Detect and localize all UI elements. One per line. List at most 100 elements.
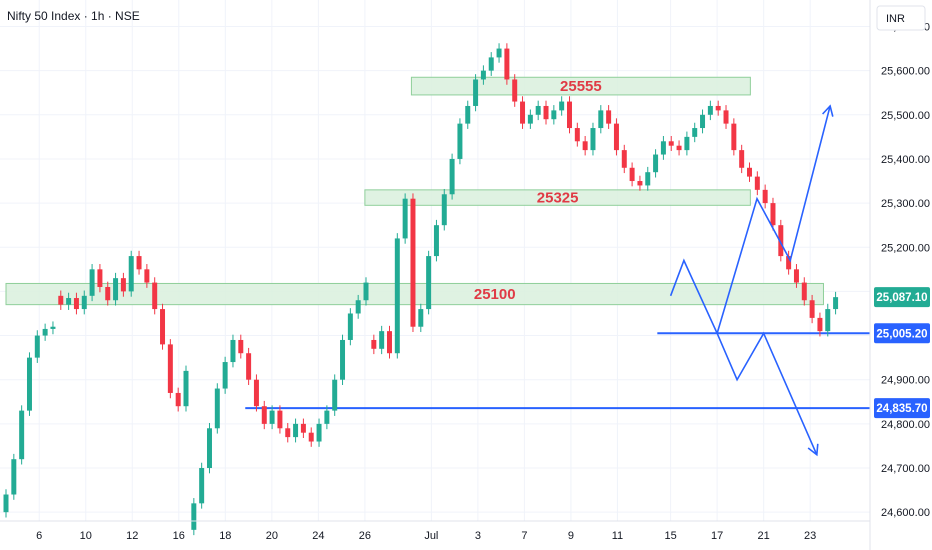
- time-tick-label: 12: [126, 530, 138, 542]
- candle-body: [637, 181, 643, 186]
- price-tag-box: [874, 323, 930, 344]
- candle-body: [582, 141, 588, 151]
- candle-body: [11, 459, 17, 495]
- candle-body: [786, 256, 792, 270]
- candle-body: [285, 428, 291, 438]
- candle-body: [527, 114, 533, 124]
- price-tags: 25,087.10 25,005.20 24,835.70: [874, 287, 930, 419]
- candle-body: [300, 423, 306, 433]
- candle-body: [551, 110, 557, 120]
- candle-body: [739, 150, 745, 168]
- chart-title: Nifty 50 Index · 1h · NSE: [7, 9, 140, 23]
- candles: [3, 43, 839, 536]
- time-tick-label: 17: [711, 530, 723, 542]
- candle-body: [332, 379, 338, 411]
- candle-body: [120, 278, 126, 292]
- candle-body: [26, 357, 32, 411]
- candle-body: [715, 105, 721, 111]
- time-tick-label: 10: [80, 530, 92, 542]
- candle-body: [50, 326, 56, 329]
- candle-body: [613, 123, 619, 151]
- candle-body: [488, 57, 494, 71]
- candle-body: [465, 105, 471, 124]
- candle-body: [347, 313, 353, 340]
- candle-body: [230, 339, 236, 363]
- candle-body: [175, 392, 181, 407]
- candle-body: [426, 256, 432, 310]
- zone-labels: 25555 25325 25100: [474, 78, 602, 303]
- candle-body: [653, 154, 659, 173]
- price-tag-label: 24,835.70: [876, 403, 927, 415]
- price-tick-label: 24,700.00: [881, 463, 930, 475]
- candle-body: [762, 189, 768, 204]
- candle-body: [520, 101, 526, 124]
- candle-body: [113, 278, 119, 301]
- price-axis[interactable]: 24,600.0024,700.0024,800.0024,900.0025,0…: [881, 21, 930, 519]
- candle-body: [449, 158, 455, 195]
- candle-body: [480, 70, 486, 80]
- price-tag-box: [874, 287, 930, 308]
- candle-body: [731, 123, 737, 151]
- candle-body: [371, 339, 377, 349]
- candle-body: [723, 110, 729, 124]
- candle-body: [543, 105, 549, 120]
- candle-body: [394, 238, 400, 354]
- candle-body: [833, 297, 839, 310]
- candle-body: [324, 410, 330, 424]
- candle-body: [167, 344, 173, 393]
- candle-body: [559, 101, 565, 111]
- candle-body: [42, 328, 48, 336]
- candle-body: [238, 339, 244, 354]
- candle-body: [191, 503, 197, 530]
- candle-body: [199, 468, 205, 504]
- time-tick-label: 9: [568, 530, 574, 542]
- candle-body: [144, 269, 150, 283]
- candle-body: [136, 256, 142, 270]
- candle-body: [496, 48, 502, 58]
- price-tick-label: 25,400.00: [881, 154, 930, 166]
- time-tick-label: 23: [804, 530, 816, 542]
- candle-body: [253, 379, 259, 407]
- candle-body: [457, 123, 463, 159]
- time-tick-label: 18: [219, 530, 231, 542]
- candle-body: [793, 269, 799, 283]
- projection-arrowhead: [807, 443, 819, 457]
- price-tick-label: 24,600.00: [881, 507, 930, 519]
- zone-box-25555: [410, 76, 751, 96]
- candle-body: [105, 286, 111, 301]
- candle-body: [770, 203, 776, 226]
- candle-body: [512, 79, 518, 102]
- candle-body: [668, 141, 674, 146]
- candle-body: [684, 136, 690, 151]
- candle-body: [222, 362, 228, 389]
- candle-body: [246, 353, 252, 380]
- time-axis[interactable]: 6 10 12 16 18 20 24 26 Jul 3 7 9 11 15 17 21 23: [36, 530, 816, 542]
- price-tick-label: 25,600.00: [881, 66, 930, 78]
- candle-body: [692, 128, 698, 137]
- time-tick-label: 16: [173, 530, 185, 542]
- candle-body: [707, 105, 713, 115]
- candle-body: [441, 194, 447, 226]
- candle-body: [293, 423, 299, 438]
- candle-body: [747, 167, 752, 177]
- candle-body: [801, 282, 807, 301]
- candle-body: [606, 110, 612, 124]
- candle-body: [535, 105, 541, 115]
- candle-body: [97, 269, 103, 287]
- candle-body: [58, 295, 64, 305]
- price-tag-label: 25,005.20: [876, 328, 927, 340]
- time-tick-label: 26: [359, 530, 371, 542]
- candle-body: [700, 114, 706, 129]
- candle-body: [160, 309, 166, 345]
- candle-body: [73, 298, 79, 310]
- time-tick-label: 3: [475, 530, 481, 542]
- candle-body: [574, 128, 580, 142]
- currency-button[interactable]: INR: [876, 5, 926, 31]
- price-tick-label: 25,500.00: [881, 110, 930, 122]
- candle-body: [214, 388, 220, 429]
- candle-body: [19, 410, 25, 460]
- candle-body: [817, 317, 823, 332]
- candle-body: [269, 410, 275, 424]
